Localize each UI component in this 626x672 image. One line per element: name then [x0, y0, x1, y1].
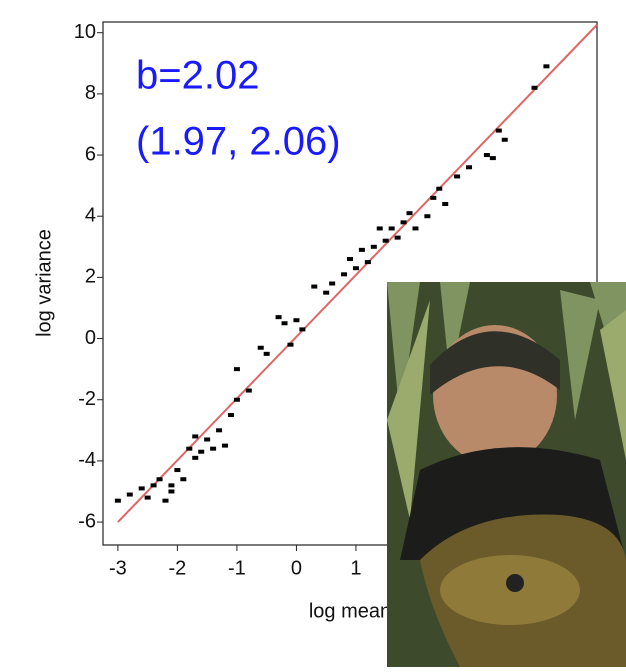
point: [406, 211, 413, 216]
point: [341, 272, 348, 277]
x-tick-label: 1: [350, 557, 361, 579]
x-tick-label: 0: [291, 557, 302, 579]
point: [126, 492, 133, 497]
point: [424, 214, 431, 219]
point: [293, 318, 300, 323]
point: [364, 260, 371, 265]
x-axis-label: log mean: [309, 600, 391, 622]
point: [233, 397, 240, 402]
point: [394, 235, 401, 240]
point: [245, 388, 252, 393]
y-tick-label: -6: [78, 510, 96, 532]
y-tick-label: 6: [85, 143, 96, 165]
point: [192, 434, 199, 439]
y-tick-label: 2: [85, 266, 96, 288]
point: [370, 244, 377, 249]
point: [358, 247, 365, 252]
y-tick-label: 4: [85, 204, 96, 226]
point: [483, 153, 490, 158]
point: [180, 477, 187, 482]
point: [174, 468, 181, 473]
point: [430, 195, 437, 200]
point: [442, 201, 449, 206]
point: [144, 495, 151, 500]
point: [186, 446, 193, 451]
point: [323, 290, 330, 295]
point: [210, 446, 217, 451]
annotation: (1.97, 2.06): [136, 120, 341, 164]
point: [329, 281, 336, 286]
point: [501, 137, 508, 142]
point: [156, 477, 163, 482]
y-tick-label: 8: [85, 82, 96, 104]
point: [287, 342, 294, 347]
point: [138, 486, 145, 491]
y-tick-label: 0: [85, 327, 96, 349]
point: [311, 284, 318, 289]
point: [299, 327, 306, 332]
point: [198, 449, 205, 454]
x-tick-label: -1: [228, 557, 246, 579]
point: [531, 85, 538, 90]
photo: [387, 282, 626, 667]
fit-line: [117, 24, 598, 523]
point: [376, 226, 383, 231]
annotation: b=2.02: [136, 54, 259, 98]
point: [275, 315, 282, 320]
point: [466, 165, 473, 170]
point: [233, 367, 240, 372]
point: [352, 266, 359, 271]
point: [412, 226, 419, 231]
point: [227, 413, 234, 418]
point: [162, 498, 169, 503]
x-tick-label: -2: [168, 557, 186, 579]
point: [114, 498, 121, 503]
point: [168, 483, 175, 488]
point: [168, 489, 175, 494]
point: [495, 128, 502, 133]
point: [257, 345, 264, 350]
point: [382, 238, 389, 243]
point: [150, 483, 157, 488]
y-tick-label: 10: [74, 21, 96, 43]
y-tick-label: -4: [78, 449, 96, 471]
point: [436, 186, 443, 191]
point: [543, 64, 550, 69]
point: [400, 220, 407, 225]
point: [489, 156, 496, 161]
point: [263, 351, 270, 356]
point: [192, 455, 199, 460]
point: [454, 174, 461, 179]
point: [388, 226, 395, 231]
point: [347, 257, 353, 262]
point: [222, 443, 229, 448]
x-tick-label: -3: [109, 557, 127, 579]
point: [281, 321, 288, 326]
y-tick-label: -2: [78, 388, 96, 410]
y-axis-label: log variance: [33, 229, 55, 337]
point: [204, 437, 211, 442]
point: [216, 428, 223, 433]
